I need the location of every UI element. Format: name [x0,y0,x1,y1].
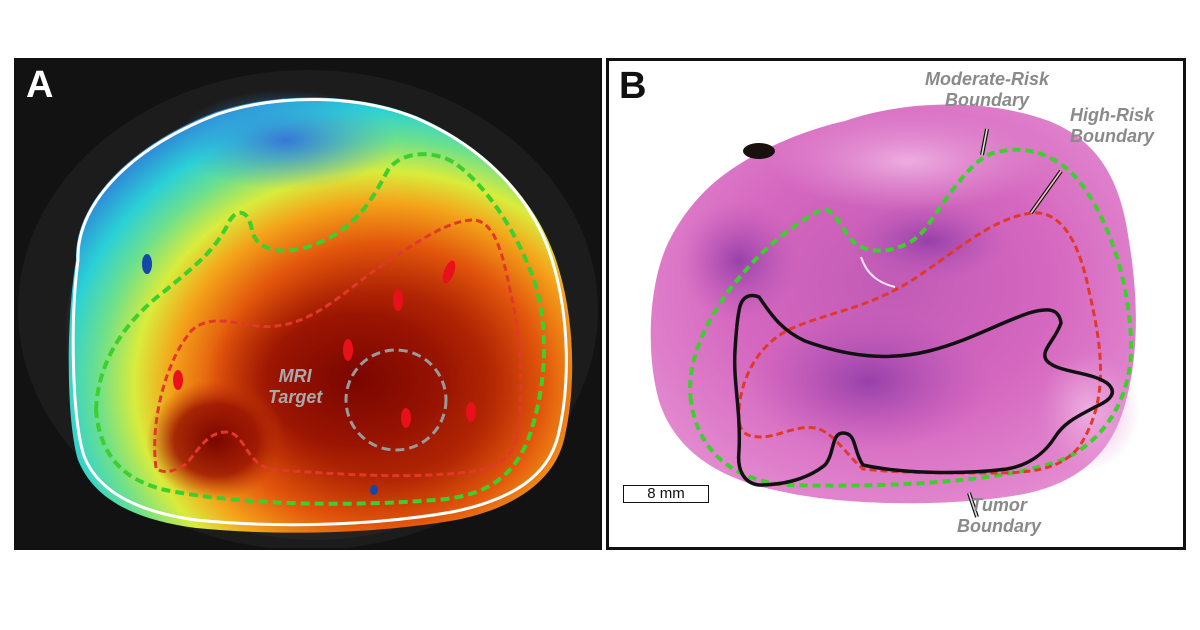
tumor-label: Tumor Boundary [957,495,1041,537]
panel-b: B Moderate-Risk Boundary High-Risk Bound… [606,58,1186,550]
high-risk-label: High-Risk Boundary [1070,105,1154,147]
panel-b-letter: B [619,65,647,107]
tumor-line1: Tumor [971,495,1027,515]
tumor-line2: Boundary [957,516,1042,536]
mri-target-label: MRI Target [268,366,322,408]
histology-image [650,104,1139,518]
heatmap-image [16,60,600,548]
mri-target-line1: MRI [278,366,312,386]
high-risk-line1: High-Risk [1070,105,1155,125]
scale-bar: 8 mm [623,485,709,503]
high-risk-line2: Boundary [1070,126,1155,146]
mri-target-line2: Target [268,387,323,407]
panel-a: A MRI Target [14,58,602,550]
moderate-risk-label: Moderate-Risk Boundary [925,69,1049,111]
figure: A MRI Target [14,58,1186,550]
panel-a-letter: A [26,64,54,106]
moderate-risk-line2: Boundary [945,90,1030,110]
moderate-risk-line1: Moderate-Risk [925,69,1050,89]
